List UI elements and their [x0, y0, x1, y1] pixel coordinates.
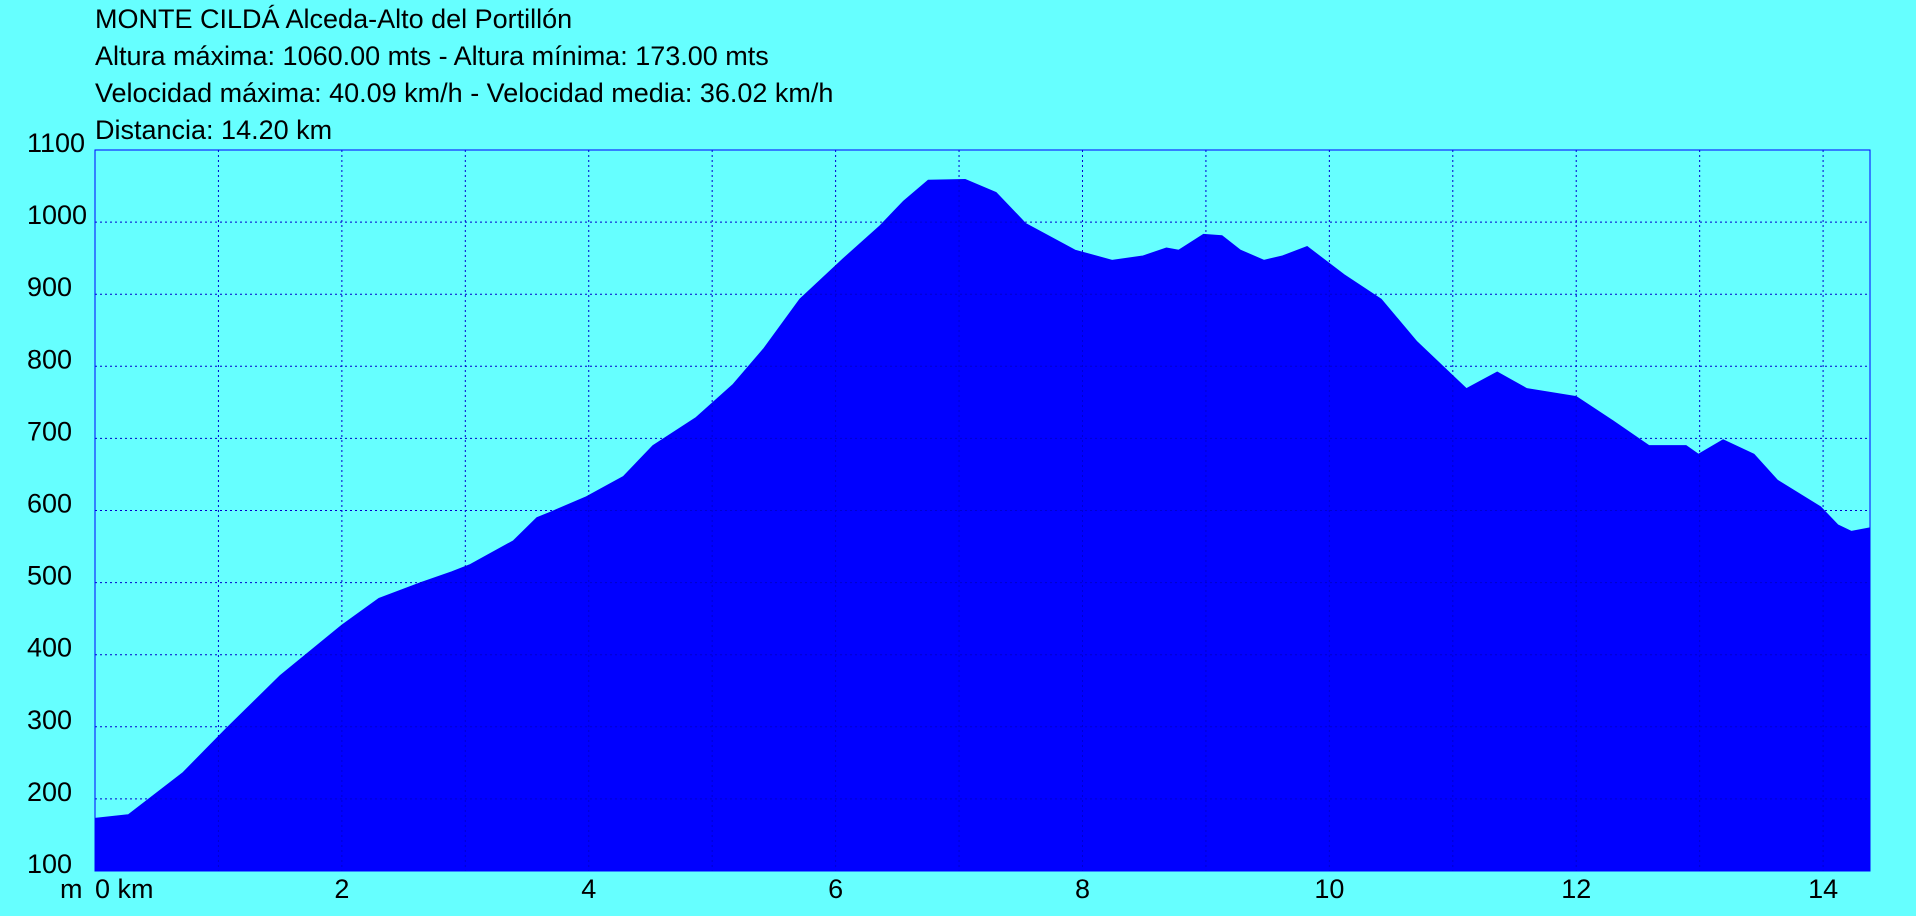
chart-title: Velocidad máxima: 40.09 km/h - Velocidad…: [95, 78, 833, 108]
y-tick-label: 300: [27, 705, 72, 735]
chart-title: Distancia: 14.20 km: [95, 115, 332, 145]
y-tick-label: 200: [27, 777, 72, 807]
x-tick-label: 12: [1561, 874, 1591, 904]
x-tick-label: 0 km: [95, 874, 154, 904]
elevation-area: [94, 179, 1871, 872]
y-tick-label: 500: [27, 561, 72, 591]
y-tick-label: 1000: [27, 200, 87, 230]
plot-border: [94, 149, 1871, 872]
y-tick-label: 400: [27, 633, 72, 663]
y-tick-label: 800: [27, 344, 72, 374]
y-tick-label: 900: [27, 272, 72, 302]
x-tick-label: 4: [581, 874, 596, 904]
x-tick-label: 6: [828, 874, 843, 904]
y-tick-label: 1100: [27, 128, 85, 158]
x-tick-label: 2: [334, 874, 349, 904]
x-tick-label: 8: [1075, 874, 1090, 904]
x-tick-label: 10: [1314, 874, 1344, 904]
y-tick-label: 100: [27, 849, 72, 879]
chart-title: MONTE CILDÁ Alceda-Alto del Portillón: [95, 4, 572, 34]
chart-title: Altura máxima: 1060.00 mts - Altura míni…: [95, 41, 769, 71]
x-tick-label: 14: [1808, 874, 1838, 904]
y-unit: m: [60, 874, 83, 904]
y-tick-label: 700: [27, 416, 72, 446]
y-tick-label: 600: [27, 489, 72, 519]
